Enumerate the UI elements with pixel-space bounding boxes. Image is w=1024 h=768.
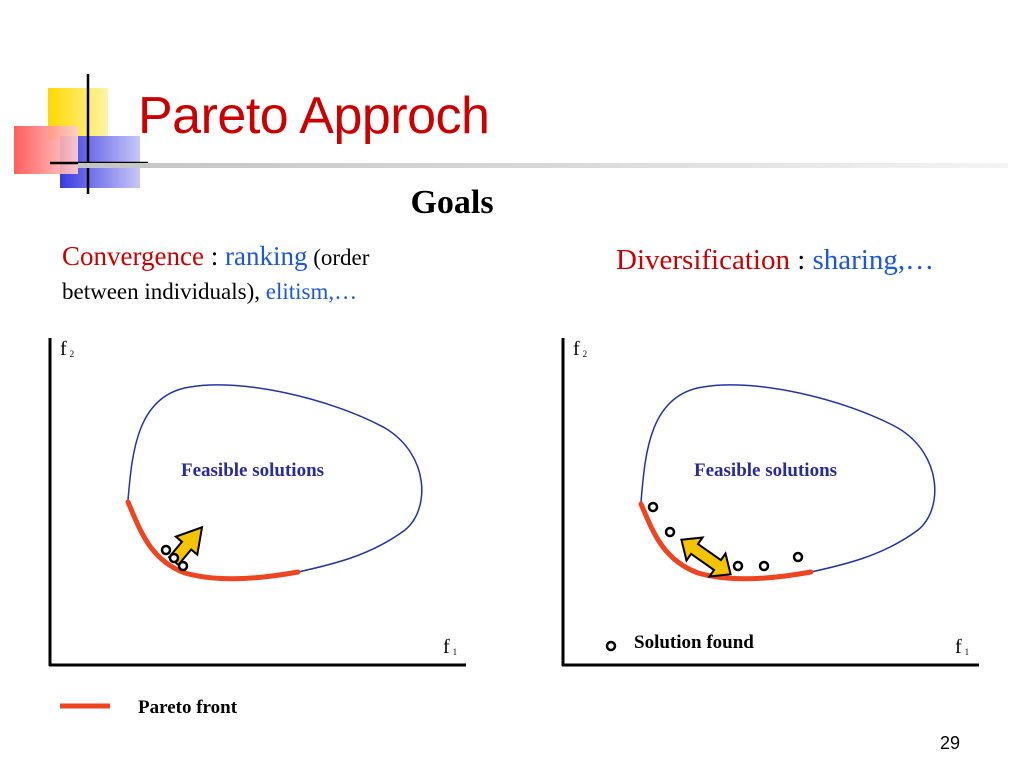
diversification-label: Diversification — [616, 244, 790, 276]
convergence-method-note: (order — [307, 245, 370, 270]
solution-found-legend-label: Solution found — [634, 632, 754, 653]
diversification-goal: Diversification : sharing,… — [616, 244, 934, 277]
right-solution-point — [732, 560, 744, 572]
pareto-front-legend-label: Pareto front — [138, 697, 238, 718]
solution-found-legend-swatch — [605, 640, 617, 652]
diversification-method: sharing,… — [812, 244, 935, 276]
slide-title: Pareto Approch — [138, 87, 490, 145]
right-solution-point — [664, 526, 676, 538]
left-solution-point — [160, 544, 172, 556]
convergence-goal: Convergence : ranking (order between ind… — [62, 240, 482, 308]
right-pareto-front — [638, 501, 814, 582]
right-solution-point — [647, 501, 659, 513]
convergence-method: ranking — [224, 241, 308, 271]
left-pareto-front — [125, 499, 301, 582]
convergence-separator: : — [203, 241, 225, 271]
convergence-label: Convergence — [62, 241, 204, 271]
right-feasible-label: Feasible solutions — [694, 460, 838, 481]
left-solution-point — [177, 560, 189, 572]
diversification-separator: : — [789, 244, 813, 276]
right-solution-point — [758, 560, 770, 572]
right-diagram — [561, 338, 979, 667]
right-feasible-region — [640, 384, 936, 573]
convergence-line2-method: elitism,… — [265, 279, 358, 304]
slide-logo-decoration — [14, 74, 148, 194]
left-diagram — [48, 338, 466, 667]
page-number: 29 — [940, 733, 961, 753]
convergence-line2-text: between individuals), — [62, 279, 266, 304]
left-solution-point — [168, 552, 180, 564]
left-convergence-arrow — [167, 525, 204, 567]
title-underline — [78, 163, 1008, 168]
left-feasible-region — [127, 384, 423, 573]
right-solution-point — [792, 551, 804, 563]
right-diversification-arrow — [680, 536, 732, 578]
goals-heading: Goals — [410, 184, 494, 221]
left-feasible-label: Feasible solutions — [181, 460, 325, 481]
